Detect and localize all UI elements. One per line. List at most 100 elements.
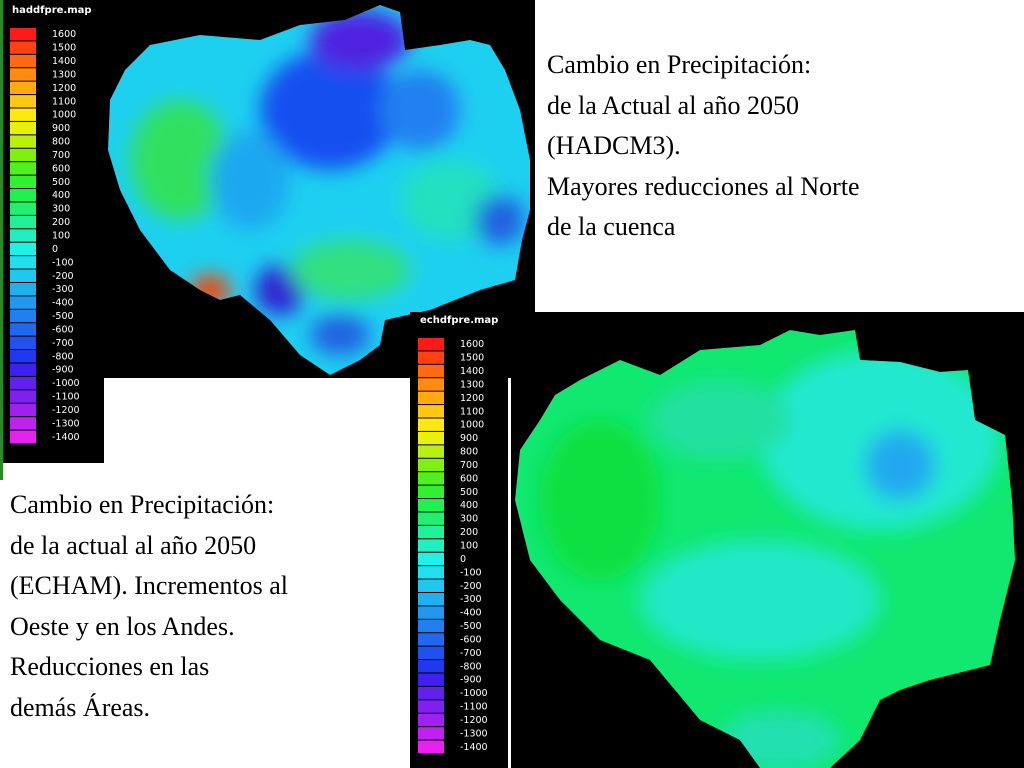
legend-swatch: [418, 525, 444, 539]
legend-label: 600: [460, 473, 478, 484]
caption-line: Cambio en Precipitación:: [10, 490, 275, 519]
legend-swatch: [418, 579, 444, 592]
legend-label: 1100: [460, 406, 484, 417]
legend-label: -600: [460, 634, 482, 645]
legend-label: -300: [460, 594, 482, 605]
legend-label: -1000: [460, 688, 488, 699]
legend-swatch: [10, 28, 36, 41]
legend-label: 300: [460, 514, 478, 525]
legend-swatch: [10, 323, 36, 336]
legend-swatch: [418, 338, 444, 351]
caption-line: de la actual al año 2050: [10, 530, 257, 560]
legend-label: 800: [460, 447, 478, 458]
legend-swatch: [10, 175, 36, 189]
legend-swatch: [10, 108, 36, 121]
legend-label: 500: [52, 177, 70, 188]
legend-swatch: [418, 633, 444, 646]
legend-label: 900: [460, 433, 478, 444]
legend-label: 700: [52, 150, 70, 161]
legend-swatch: [418, 458, 444, 472]
legend-swatch: [418, 660, 444, 673]
legend-swatch: [10, 350, 36, 363]
legend-label: 900: [52, 123, 70, 134]
caption-line: Oeste y en los Andes.: [10, 611, 235, 641]
legend-label: 800: [52, 137, 70, 148]
legend-swatch: [418, 431, 444, 445]
legend-label: 200: [52, 217, 70, 228]
legend-swatch: [10, 202, 36, 215]
legend-swatch: [10, 95, 36, 108]
legend-label: 300: [52, 204, 70, 215]
legend-swatch: [10, 417, 36, 430]
legend-label: 600: [52, 163, 70, 174]
legend-label: -900: [52, 365, 74, 376]
legend-swatch: [418, 740, 444, 753]
legend-label: -300: [52, 284, 74, 295]
legend-swatch: [418, 512, 444, 525]
caption-line: de la Actual al año 2050: [547, 90, 799, 120]
legend-swatch: [418, 566, 444, 579]
legend-label: 1300: [52, 69, 76, 80]
legend-label: 1200: [52, 83, 76, 94]
caption-line: (ECHAM). Incrementos al: [10, 571, 288, 600]
legend-swatch: [10, 215, 36, 229]
legend-label: -1100: [52, 392, 80, 403]
legend-label: 1100: [52, 96, 76, 107]
map-title: haddfpre.map: [12, 5, 92, 16]
legend-label: -200: [460, 581, 482, 592]
legend-swatch: [10, 390, 36, 403]
legend-swatch: [418, 378, 444, 391]
legend-label: -800: [460, 661, 482, 672]
legend-label: -900: [460, 675, 482, 686]
legend-label: -100: [460, 567, 482, 578]
caption-line: Reducciones en las: [10, 652, 210, 681]
legend-swatch: [10, 135, 36, 148]
legend-label: 1000: [52, 110, 76, 121]
legend-swatch: [418, 552, 444, 566]
legend-label: 700: [460, 460, 478, 471]
legend-label: -1200: [460, 715, 488, 726]
legend-swatch: [418, 592, 444, 606]
legend-swatch: [418, 472, 444, 485]
legend-label: -1300: [460, 728, 488, 739]
legend-label: -1300: [52, 418, 80, 429]
legend-label: 1400: [52, 56, 76, 67]
legend-swatch: [418, 673, 444, 686]
legend-swatch: [10, 430, 36, 443]
legend-label: -800: [52, 351, 74, 362]
legend-label: -700: [52, 338, 74, 349]
legend-swatch: [10, 256, 36, 269]
legend-label: 1300: [460, 379, 484, 390]
map-title: echdfpre.map: [420, 315, 498, 326]
legend-label: 1500: [460, 353, 484, 364]
legend-swatch: [418, 539, 444, 552]
legend-swatch: [10, 81, 36, 95]
legend-label: 0: [52, 244, 58, 255]
legend-label: -100: [52, 257, 74, 268]
legend-label: 400: [52, 190, 70, 201]
legend-label: 500: [460, 487, 478, 498]
legend-swatch: [418, 700, 444, 713]
caption: Cambio en Precipitación: de la actual al …: [10, 485, 288, 728]
legend-swatch: [418, 485, 444, 499]
legend-swatch: [10, 282, 36, 296]
legend-swatch: [418, 418, 444, 431]
legend-swatch: [418, 646, 444, 660]
legend-label: 1500: [52, 43, 76, 54]
caption-line: Cambio en Precipitación:: [547, 50, 812, 79]
legend-swatch: [418, 351, 444, 364]
legend-swatch: [10, 336, 36, 350]
legend-swatch: [10, 242, 36, 256]
caption-line: (HADCM3).: [547, 131, 681, 160]
legend-label: -500: [460, 621, 482, 632]
legend-swatch: [418, 619, 444, 633]
legend-label: -1100: [460, 702, 488, 713]
legend-swatch: [418, 405, 444, 418]
legend-swatch: [418, 445, 444, 458]
legend-label: 400: [460, 500, 478, 511]
legend-label: 1400: [460, 366, 484, 377]
legend-label: -1400: [52, 432, 80, 443]
legend-swatch: [10, 41, 36, 54]
